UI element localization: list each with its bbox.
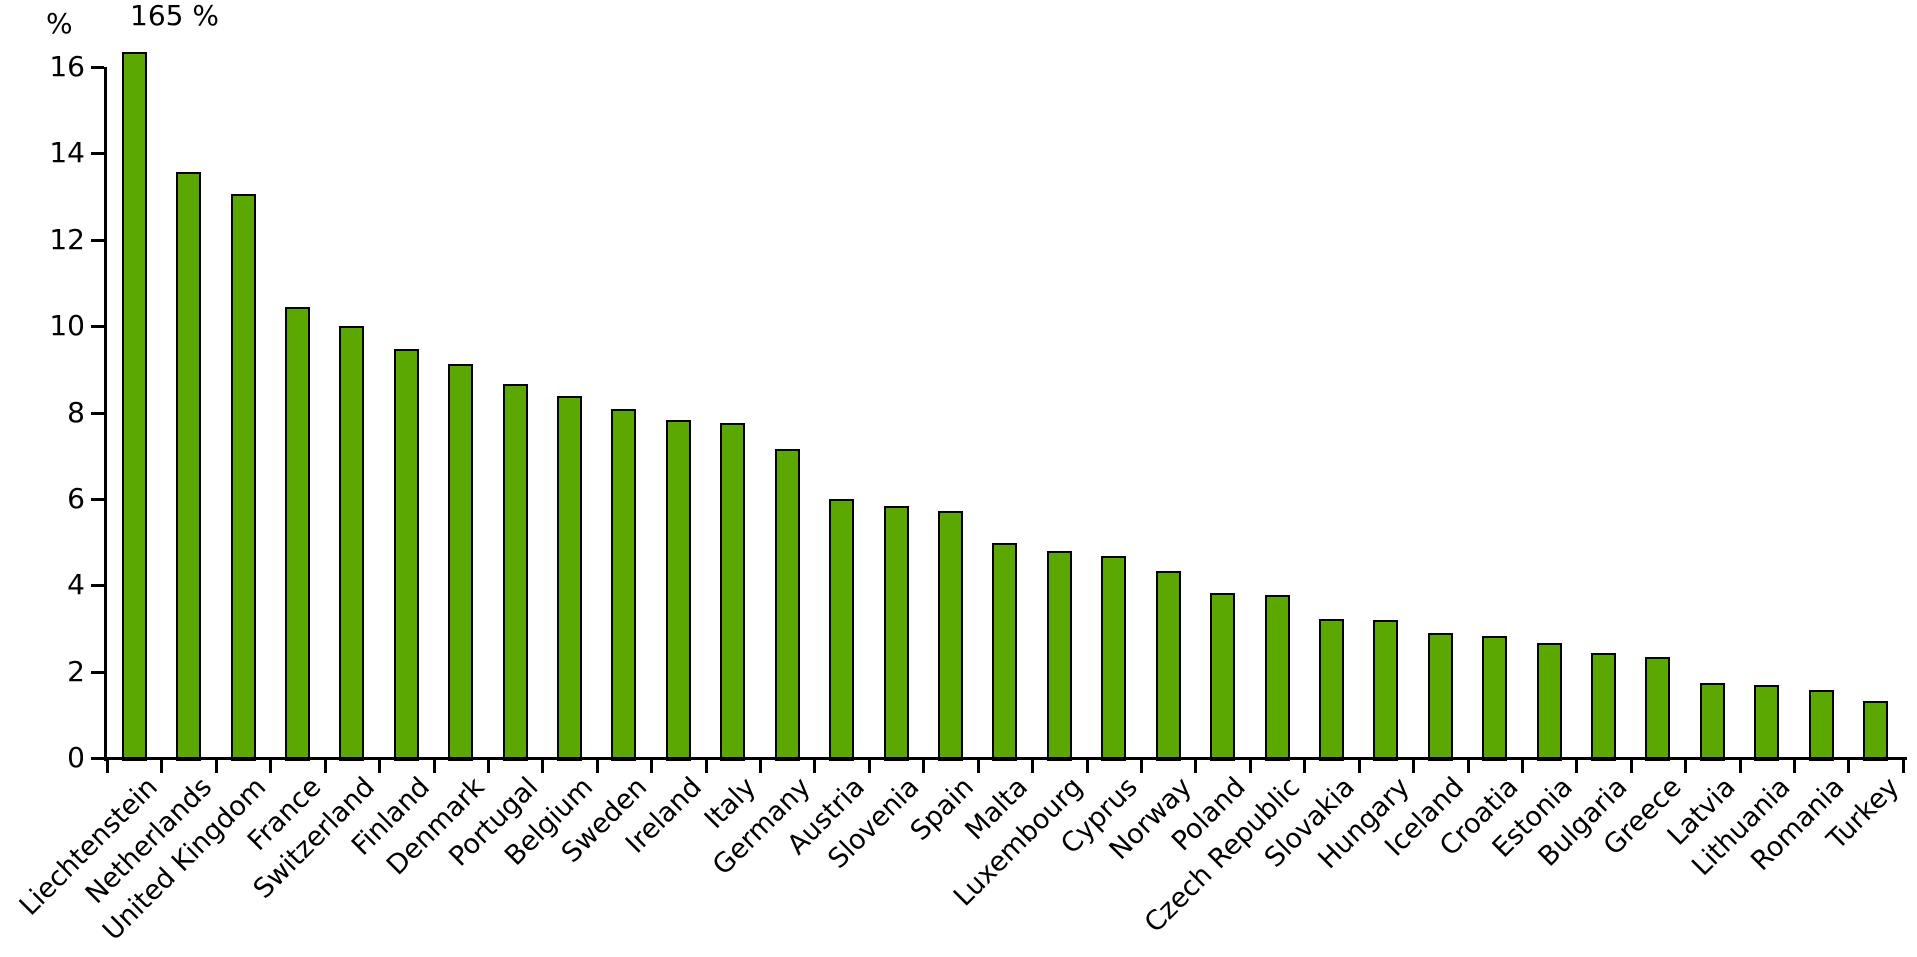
bar-estonia xyxy=(1537,643,1562,761)
bar-bulgaria xyxy=(1591,653,1616,761)
bar-denmark xyxy=(448,364,473,761)
bar-germany xyxy=(775,449,800,761)
bar-sweden xyxy=(611,409,636,761)
x-axis-label-spain: Spain xyxy=(904,771,981,847)
bar-spain xyxy=(938,511,963,761)
y-tick-mark xyxy=(91,325,104,328)
bar-switzerland xyxy=(339,326,364,761)
bar-netherlands xyxy=(176,172,201,761)
bar-greece xyxy=(1645,657,1670,761)
bar-lithuania xyxy=(1754,685,1779,761)
x-tick-mark xyxy=(922,760,925,773)
y-tick-label: 4 xyxy=(67,568,85,601)
y-tick-mark xyxy=(91,152,104,155)
y-tick-mark xyxy=(91,671,104,674)
y-axis-unit-label: % xyxy=(46,7,73,40)
x-tick-mark xyxy=(1684,760,1687,773)
bar-portugal xyxy=(503,384,528,761)
bar-belgium xyxy=(557,396,582,761)
y-tick-mark xyxy=(91,66,104,69)
y-tick-label: 16 xyxy=(49,50,85,83)
x-tick-mark xyxy=(487,760,490,773)
y-tick-label: 8 xyxy=(67,396,85,429)
x-tick-mark xyxy=(1847,760,1850,773)
bar-romania xyxy=(1809,690,1834,761)
bar-liechtenstein xyxy=(122,52,147,761)
x-tick-mark xyxy=(106,760,109,773)
x-tick-mark xyxy=(433,760,436,773)
bar-italy xyxy=(720,423,745,761)
x-tick-mark xyxy=(1303,760,1306,773)
y-tick-label: 10 xyxy=(49,309,85,342)
x-tick-mark xyxy=(596,760,599,773)
x-tick-mark xyxy=(541,760,544,773)
bar-united-kingdom xyxy=(231,194,256,761)
bar-latvia xyxy=(1700,683,1725,761)
x-tick-mark xyxy=(1140,760,1143,773)
x-axis-line xyxy=(104,757,1907,760)
y-tick-mark xyxy=(91,757,104,760)
y-tick-mark xyxy=(91,412,104,415)
y-tick-mark xyxy=(91,239,104,242)
bar-luxembourg xyxy=(1047,551,1072,761)
x-tick-mark xyxy=(759,760,762,773)
bar-cyprus xyxy=(1101,556,1126,761)
x-tick-mark xyxy=(1630,760,1633,773)
x-tick-mark xyxy=(1521,760,1524,773)
bar-turkey xyxy=(1863,701,1888,761)
x-tick-mark xyxy=(1902,760,1905,773)
y-tick-mark xyxy=(91,584,104,587)
bar-slovenia xyxy=(884,506,909,761)
x-tick-mark xyxy=(215,760,218,773)
x-tick-mark xyxy=(1031,760,1034,773)
bar-czech-republic xyxy=(1265,595,1290,761)
x-tick-mark xyxy=(813,760,816,773)
bar-austria xyxy=(829,499,854,761)
x-tick-mark xyxy=(1467,760,1470,773)
overflow-value-annotation: 165 % xyxy=(130,0,219,32)
y-tick-label: 0 xyxy=(67,741,85,774)
bar-france xyxy=(285,307,310,761)
x-tick-mark xyxy=(1793,760,1796,773)
x-tick-mark xyxy=(1086,760,1089,773)
y-tick-label: 6 xyxy=(67,482,85,515)
x-tick-mark xyxy=(1575,760,1578,773)
x-tick-mark xyxy=(269,760,272,773)
x-tick-mark xyxy=(1739,760,1742,773)
x-tick-mark xyxy=(1358,760,1361,773)
x-tick-mark xyxy=(324,760,327,773)
x-tick-mark xyxy=(977,760,980,773)
x-tick-mark xyxy=(160,760,163,773)
bar-poland xyxy=(1210,593,1235,761)
y-axis-line xyxy=(104,67,107,761)
bar-croatia xyxy=(1482,636,1507,761)
bar-iceland xyxy=(1428,633,1453,761)
y-tick-label: 2 xyxy=(67,655,85,688)
x-tick-mark xyxy=(705,760,708,773)
y-tick-label: 12 xyxy=(49,223,85,256)
x-tick-mark xyxy=(1412,760,1415,773)
bar-slovakia xyxy=(1319,619,1344,761)
x-tick-mark xyxy=(1194,760,1197,773)
x-tick-mark xyxy=(378,760,381,773)
y-tick-mark xyxy=(91,498,104,501)
bar-finland xyxy=(394,349,419,761)
bar-ireland xyxy=(666,420,691,761)
bar-hungary xyxy=(1373,620,1398,761)
bar-malta xyxy=(992,543,1017,761)
y-tick-label: 14 xyxy=(49,136,85,169)
x-tick-mark xyxy=(650,760,653,773)
x-tick-mark xyxy=(868,760,871,773)
x-tick-mark xyxy=(1249,760,1252,773)
bar-norway xyxy=(1156,571,1181,761)
